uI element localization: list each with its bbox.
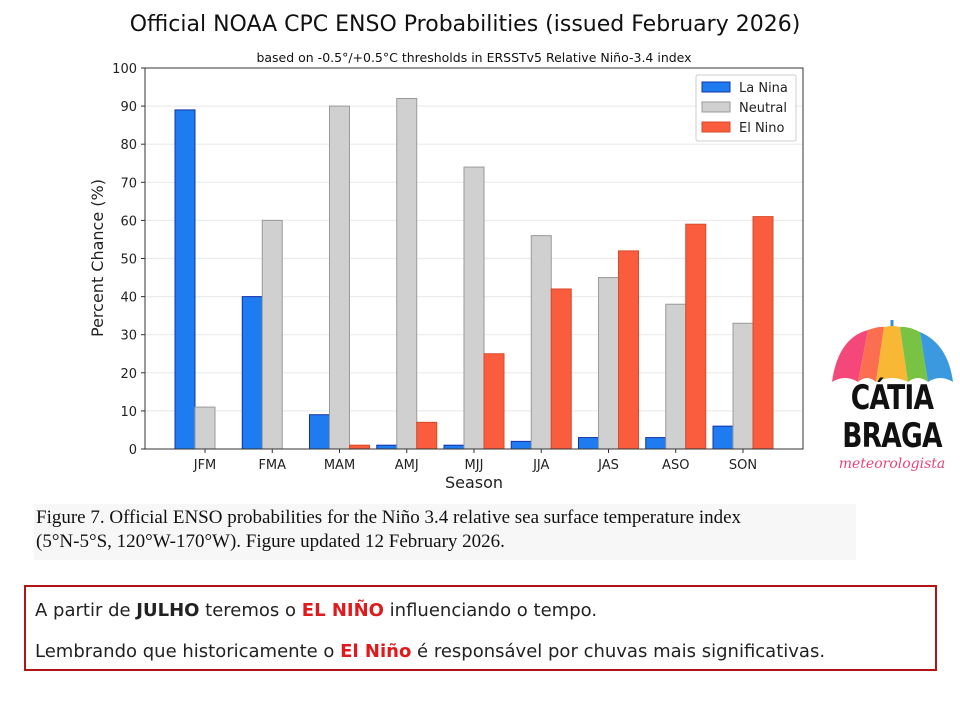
bar-el-nino-aso (685, 223, 707, 450)
bar-neutral-aso (665, 303, 687, 450)
note-el-nino-highlight: EL NIÑO (301, 600, 384, 621)
umbrella-icon (832, 320, 953, 382)
x-axis-label: Season (445, 473, 503, 492)
bars (174, 97, 774, 450)
note-month: JULHO (136, 600, 200, 621)
caption-line-1: Figure 7. Official ENSO probabilities fo… (36, 507, 742, 528)
y-tick-label: 90 (120, 100, 137, 115)
bar-el-nino-jja (550, 288, 572, 450)
legend-swatch-la-nina (701, 81, 731, 93)
y-tick-label: 70 (120, 176, 137, 191)
x-ticks: JFM FMA MAM AMJ MJJ JJA JAS ASO SON (193, 449, 757, 473)
bar-neutral-mam (329, 105, 350, 450)
x-tick-label: FMA (258, 458, 286, 473)
y-axis-label: Percent Chance (%) (88, 179, 107, 337)
x-tick-label: MAM (324, 458, 355, 473)
note-text: influenciando o tempo. (383, 600, 598, 621)
bar-el-nino-jas (618, 250, 639, 450)
bar-neutral-jas (598, 277, 619, 450)
note-text: é responsável por chuvas mais significat… (411, 641, 826, 662)
chart-subtitle: based on -0.5°/+0.5°C thresholds in ERSS… (256, 50, 692, 65)
bar-la-nina-son (712, 425, 734, 450)
x-tick-label: JAS (597, 458, 619, 473)
chart-title: Official NOAA CPC ENSO Probabilities (is… (129, 12, 801, 37)
x-tick-label: SON (729, 458, 757, 473)
note-line-1: A partir de JULHO teremos o EL NIÑO infl… (35, 600, 597, 621)
x-tick-label: ASO (662, 458, 689, 473)
legend-swatch-el-nino (701, 121, 731, 133)
bar-la-nina-amj (376, 444, 398, 450)
y-tick-label: 10 (120, 405, 137, 420)
note-line-2: Lembrando que historicamente o El Niño é… (35, 641, 825, 662)
legend-label: Neutral (739, 101, 787, 116)
legend-label: El Nino (739, 121, 785, 136)
legend-label: La Nina (739, 81, 788, 96)
y-tick-label: 40 (120, 291, 137, 306)
bar-neutral-mjj (463, 166, 485, 450)
bar-neutral-son (732, 322, 754, 450)
figure-caption: Figure 7. Official ENSO probabilities fo… (34, 504, 856, 560)
note-el-nino-highlight: El Niño (340, 641, 412, 662)
bar-la-nina-fma (241, 296, 263, 450)
note-text: Lembrando que historicamente o (35, 641, 341, 662)
logo-name-first: CÁTIA (850, 378, 934, 418)
caption-line-2: (5°N-5°S, 120°W-170°W). Figure updated 1… (36, 531, 505, 552)
bar-el-nino-mam (349, 444, 370, 450)
note-text: A partir de (35, 600, 137, 621)
enso-bar-chart: 0 10 20 30 40 50 60 70 80 90 100 JFM FMA MAM AMJ MJJ JJ… (88, 62, 804, 492)
bar-el-nino-amj (416, 421, 438, 450)
note-text: teremos o (199, 600, 302, 621)
bar-la-nina-jas (578, 437, 599, 450)
bar-la-nina-mjj (443, 444, 465, 450)
y-tick-label: 80 (120, 138, 137, 153)
x-tick-label: AMJ (395, 458, 419, 473)
legend-swatch-neutral (701, 101, 731, 113)
bar-neutral-fma (261, 219, 283, 450)
legend: La Nina Neutral El Nino (695, 74, 797, 142)
bar-la-nina-mam (309, 414, 330, 450)
logo-profession: meteorologista (838, 456, 946, 472)
y-tick-label: 20 (120, 367, 137, 382)
bar-la-nina-aso (645, 437, 667, 450)
y-ticks: 0 10 20 30 40 50 60 70 80 90 100 (112, 62, 145, 458)
y-tick-label: 30 (120, 329, 137, 344)
x-tick-label: JJA (532, 458, 549, 473)
x-tick-label: MJJ (465, 458, 484, 473)
y-tick-label: 0 (129, 443, 137, 458)
y-tick-label: 100 (112, 62, 137, 77)
bar-la-nina-jja (510, 440, 532, 450)
y-tick-label: 60 (120, 214, 137, 229)
x-tick-label: JFM (193, 458, 217, 473)
y-tick-label: 50 (120, 253, 137, 268)
note-box: A partir de JULHO teremos o EL NIÑO infl… (24, 585, 937, 671)
bar-neutral-amj (396, 97, 418, 450)
logo-name-last: BRAGA (842, 416, 942, 456)
bar-el-nino-mjj (483, 353, 505, 450)
bar-neutral-jfm (194, 406, 216, 450)
bar-el-nino-son (752, 216, 774, 450)
bar-neutral-jja (530, 235, 552, 450)
bar-la-nina-jfm (174, 109, 196, 450)
catia-braga-logo: CÁTIA BRAGA meteorologista (828, 318, 956, 483)
